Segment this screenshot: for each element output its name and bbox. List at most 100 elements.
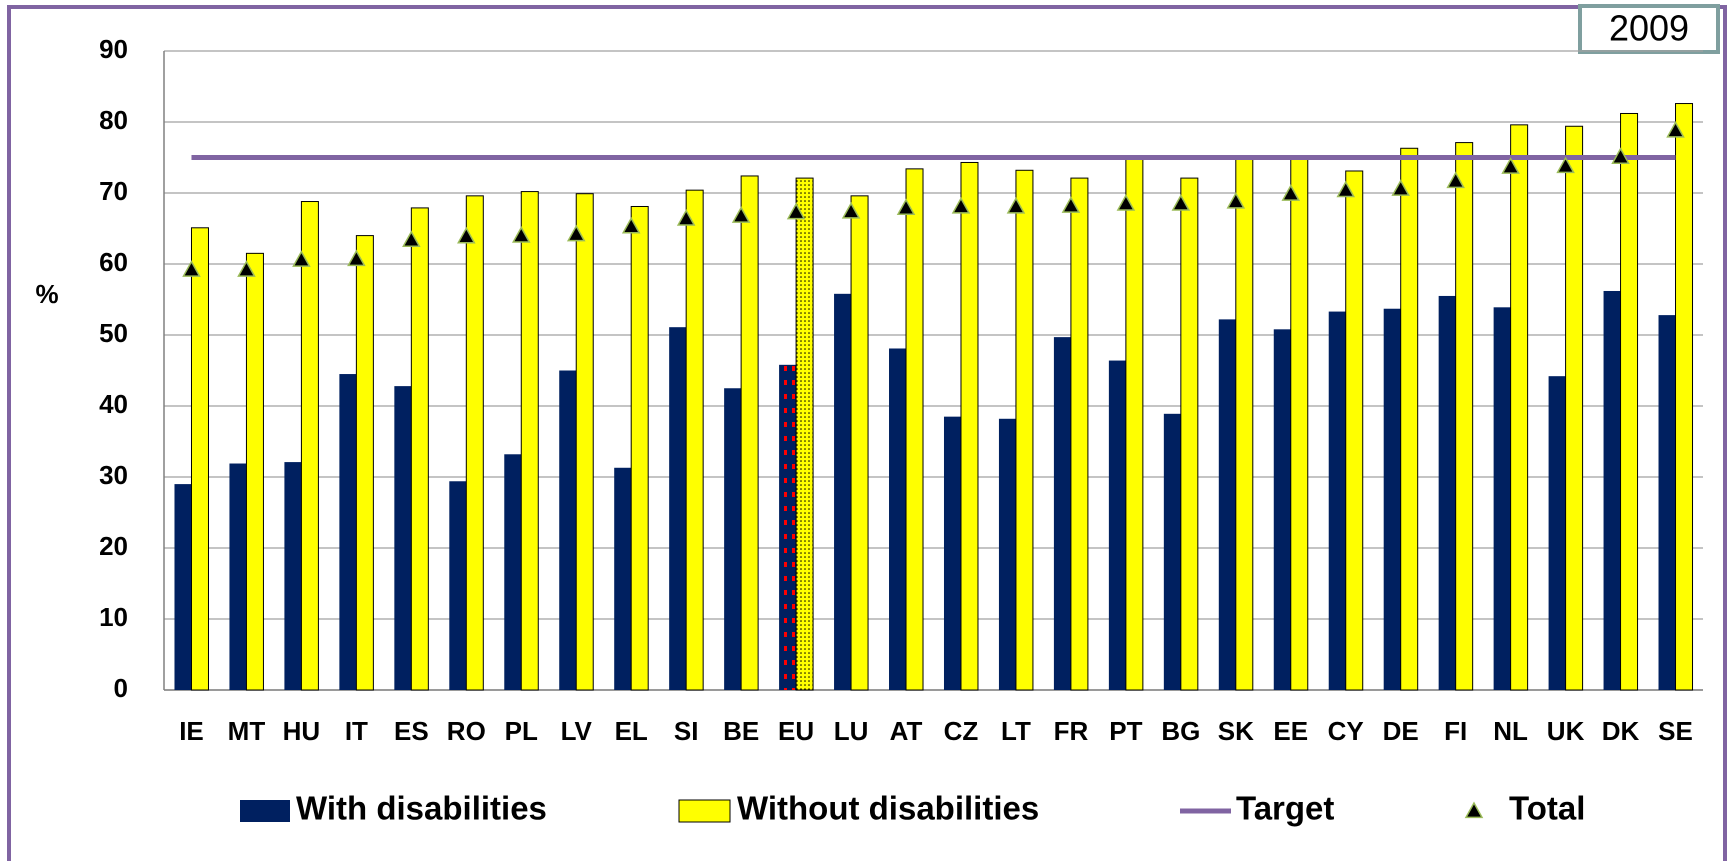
bar [1493, 307, 1511, 690]
x-tick-label: DK [1602, 716, 1640, 746]
legend-label: Without disabilities [737, 790, 1039, 827]
x-tick-label: BG [1161, 716, 1200, 746]
x-tick-label: FR [1054, 716, 1089, 746]
total-marker [1006, 196, 1026, 214]
total-marker [1171, 194, 1191, 211]
total-marker [1336, 180, 1356, 198]
total-marker [1446, 171, 1465, 189]
total-marker [1061, 196, 1081, 213]
legend-label: Target [1236, 790, 1334, 827]
frame [7, 5, 1727, 861]
y-tick-label: 80 [99, 105, 128, 135]
y-tick-label: 50 [99, 318, 128, 348]
x-tick-label: DE [1383, 716, 1419, 746]
bar [834, 293, 852, 690]
bar [1548, 376, 1566, 690]
bar [1620, 112, 1639, 691]
bar [394, 386, 412, 690]
bar [1108, 360, 1126, 690]
legend-swatch [240, 800, 290, 822]
legend-label: With disabilities [296, 790, 547, 827]
x-tick-label: LV [561, 716, 593, 746]
total-marker [1281, 184, 1301, 201]
total-marker [841, 201, 861, 219]
bar [245, 252, 264, 691]
bar [1438, 295, 1456, 690]
bar [1383, 308, 1401, 690]
total-marker [182, 260, 201, 277]
bar [630, 205, 649, 691]
x-tick-label: UK [1547, 716, 1585, 746]
bar [724, 388, 742, 690]
legend-label: Total [1509, 790, 1585, 827]
x-tick-label: PL [505, 716, 538, 746]
bar [449, 481, 467, 690]
x-tick-label: LU [834, 716, 869, 746]
y-tick-label: 90 [99, 34, 128, 64]
x-tick-label: CY [1328, 716, 1364, 746]
bar [284, 462, 302, 690]
bar [174, 484, 192, 690]
bar [1455, 142, 1474, 691]
total-marker [292, 250, 311, 267]
total-marker [566, 224, 586, 242]
total-marker [237, 260, 256, 277]
x-tick-label: MT [228, 716, 266, 746]
legend-swatch [1464, 801, 1484, 819]
x-tick-label: EE [1273, 716, 1308, 746]
bar [1675, 103, 1694, 691]
bar [1565, 125, 1584, 691]
bar [575, 193, 594, 691]
x-tick-label: SK [1218, 716, 1254, 746]
x-tick-label: ES [394, 716, 429, 746]
bar [779, 364, 797, 690]
total-marker [1556, 156, 1575, 174]
bar [339, 374, 357, 690]
x-tick-label: PT [1109, 716, 1142, 746]
x-tick-label: AT [890, 716, 923, 746]
x-tick-label: RO [447, 716, 486, 746]
x-tick-label: BE [723, 716, 759, 746]
bar [685, 189, 704, 691]
bar [504, 454, 522, 690]
x-tick-label: HU [283, 716, 321, 746]
total-marker [676, 209, 696, 226]
bar [614, 467, 632, 690]
y-axis-label: % [35, 279, 58, 309]
total-marker [1501, 157, 1520, 174]
x-tick-label: IT [345, 716, 368, 746]
y-tick-label: 0 [114, 673, 128, 703]
bar [905, 168, 924, 691]
total-marker [457, 226, 476, 244]
total-marker [511, 226, 531, 243]
year-label: 2009 [1609, 8, 1689, 49]
bar [795, 177, 814, 691]
bar [943, 416, 961, 690]
bar [960, 161, 979, 691]
total-marker [1611, 147, 1630, 164]
bar [889, 348, 907, 690]
bar [1510, 124, 1529, 691]
total-marker [896, 198, 916, 216]
bar [1400, 147, 1419, 691]
bar [520, 191, 539, 691]
x-tick-label: CZ [944, 716, 979, 746]
total-marker [951, 196, 971, 214]
y-tick-label: 30 [99, 460, 128, 490]
bar [1053, 337, 1071, 690]
total-marker [1666, 120, 1685, 138]
bar [229, 463, 247, 690]
x-tick-label: SI [674, 716, 699, 746]
bar [559, 370, 577, 690]
x-tick-label: LT [1001, 716, 1031, 746]
year-box [1578, 4, 1720, 54]
bar [410, 207, 429, 691]
total-marker [402, 230, 421, 248]
y-tick-label: 20 [99, 531, 128, 561]
bar [465, 195, 484, 691]
y-tick-label: 70 [99, 176, 128, 206]
bar [355, 235, 374, 691]
x-tick-label: IE [179, 716, 204, 746]
bar [1218, 319, 1236, 690]
